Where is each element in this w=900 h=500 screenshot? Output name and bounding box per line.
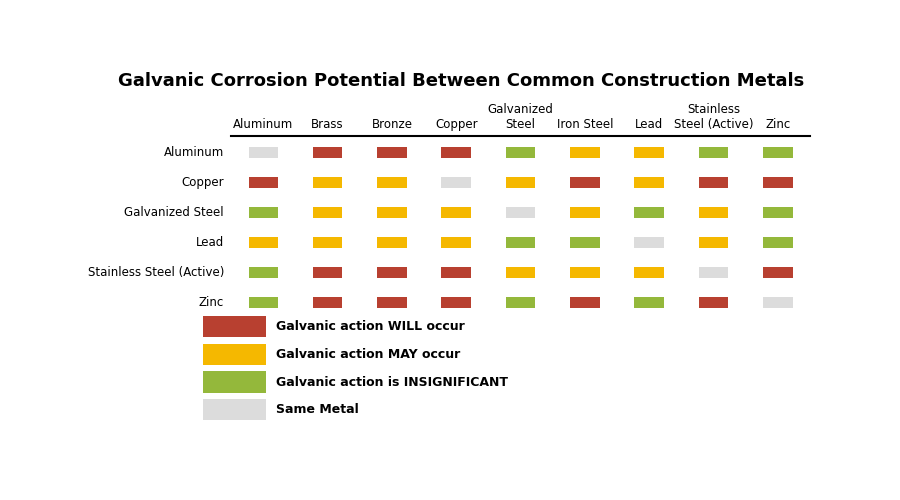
FancyBboxPatch shape	[442, 298, 471, 308]
FancyBboxPatch shape	[313, 177, 342, 188]
FancyBboxPatch shape	[570, 146, 599, 158]
FancyBboxPatch shape	[203, 399, 266, 420]
FancyBboxPatch shape	[634, 298, 664, 308]
FancyBboxPatch shape	[763, 268, 793, 278]
FancyBboxPatch shape	[203, 344, 266, 365]
FancyBboxPatch shape	[698, 237, 728, 248]
FancyBboxPatch shape	[763, 298, 793, 308]
Text: Galvanic action is INSIGNIFICANT: Galvanic action is INSIGNIFICANT	[276, 376, 508, 388]
Text: Bronze: Bronze	[372, 118, 412, 131]
FancyBboxPatch shape	[570, 177, 599, 188]
FancyBboxPatch shape	[377, 146, 407, 158]
FancyBboxPatch shape	[442, 268, 471, 278]
FancyBboxPatch shape	[442, 237, 471, 248]
FancyBboxPatch shape	[313, 237, 342, 248]
FancyBboxPatch shape	[248, 177, 278, 188]
FancyBboxPatch shape	[248, 237, 278, 248]
FancyBboxPatch shape	[634, 237, 664, 248]
FancyBboxPatch shape	[634, 268, 664, 278]
Text: Lead: Lead	[635, 118, 663, 131]
FancyBboxPatch shape	[248, 268, 278, 278]
Text: Copper: Copper	[182, 176, 224, 188]
FancyBboxPatch shape	[377, 207, 407, 218]
Text: Galvanic action WILL occur: Galvanic action WILL occur	[276, 320, 465, 333]
Text: Copper: Copper	[435, 118, 478, 131]
FancyBboxPatch shape	[763, 207, 793, 218]
FancyBboxPatch shape	[313, 268, 342, 278]
FancyBboxPatch shape	[377, 298, 407, 308]
Text: Lead: Lead	[196, 236, 224, 249]
Text: Aluminum: Aluminum	[164, 146, 224, 158]
FancyBboxPatch shape	[698, 268, 728, 278]
FancyBboxPatch shape	[763, 237, 793, 248]
Text: Galvanized Steel: Galvanized Steel	[124, 206, 224, 219]
FancyBboxPatch shape	[377, 177, 407, 188]
FancyBboxPatch shape	[377, 237, 407, 248]
Text: Aluminum: Aluminum	[233, 118, 293, 131]
FancyBboxPatch shape	[442, 177, 471, 188]
FancyBboxPatch shape	[248, 146, 278, 158]
Text: Brass: Brass	[311, 118, 344, 131]
FancyBboxPatch shape	[442, 146, 471, 158]
FancyBboxPatch shape	[506, 207, 536, 218]
FancyBboxPatch shape	[570, 298, 599, 308]
Text: Stainless Steel (Active): Stainless Steel (Active)	[87, 266, 224, 279]
FancyBboxPatch shape	[698, 207, 728, 218]
FancyBboxPatch shape	[506, 177, 536, 188]
FancyBboxPatch shape	[248, 207, 278, 218]
FancyBboxPatch shape	[698, 298, 728, 308]
FancyBboxPatch shape	[763, 177, 793, 188]
FancyBboxPatch shape	[634, 146, 664, 158]
Text: Zinc: Zinc	[199, 296, 224, 310]
Text: Stainless
Steel (Active): Stainless Steel (Active)	[674, 103, 753, 131]
Text: Galvanic Corrosion Potential Between Common Construction Metals: Galvanic Corrosion Potential Between Com…	[118, 72, 805, 90]
FancyBboxPatch shape	[634, 207, 664, 218]
Text: Zinc: Zinc	[765, 118, 790, 131]
FancyBboxPatch shape	[570, 207, 599, 218]
FancyBboxPatch shape	[313, 146, 342, 158]
Text: Same Metal: Same Metal	[276, 404, 359, 416]
FancyBboxPatch shape	[442, 207, 471, 218]
FancyBboxPatch shape	[698, 146, 728, 158]
Text: Galvanized
Steel: Galvanized Steel	[488, 103, 554, 131]
Text: Galvanic action MAY occur: Galvanic action MAY occur	[276, 348, 461, 361]
FancyBboxPatch shape	[506, 268, 536, 278]
FancyBboxPatch shape	[203, 372, 266, 392]
FancyBboxPatch shape	[506, 146, 536, 158]
FancyBboxPatch shape	[570, 268, 599, 278]
FancyBboxPatch shape	[313, 298, 342, 308]
FancyBboxPatch shape	[313, 207, 342, 218]
FancyBboxPatch shape	[570, 237, 599, 248]
FancyBboxPatch shape	[698, 177, 728, 188]
FancyBboxPatch shape	[763, 146, 793, 158]
FancyBboxPatch shape	[248, 298, 278, 308]
Text: Iron Steel: Iron Steel	[556, 118, 613, 131]
FancyBboxPatch shape	[377, 268, 407, 278]
FancyBboxPatch shape	[506, 298, 536, 308]
FancyBboxPatch shape	[203, 316, 266, 337]
FancyBboxPatch shape	[634, 177, 664, 188]
FancyBboxPatch shape	[506, 237, 536, 248]
